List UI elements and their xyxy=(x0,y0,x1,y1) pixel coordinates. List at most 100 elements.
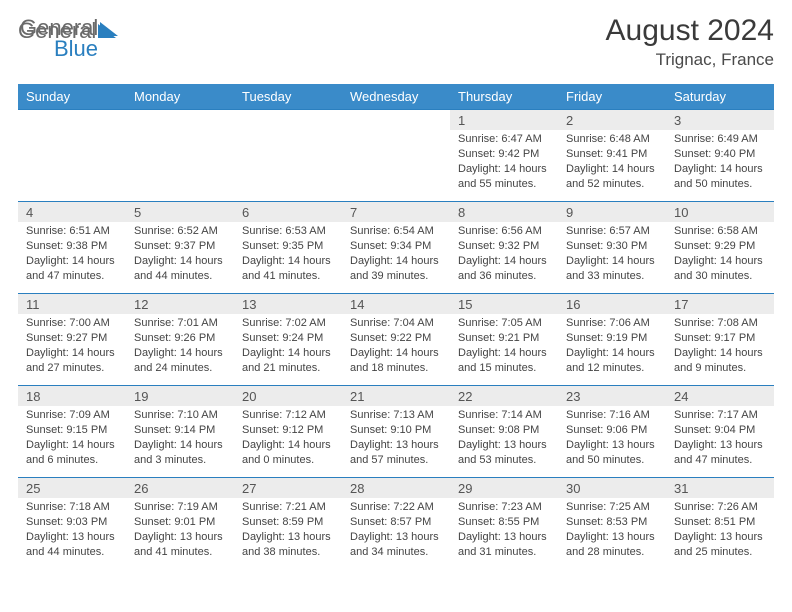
sunrise-line: Sunrise: 7:12 AM xyxy=(242,408,334,423)
calendar-row: 11Sunrise: 7:00 AMSunset: 9:27 PMDayligh… xyxy=(18,294,774,386)
day-details: Sunrise: 7:05 AMSunset: 9:21 PMDaylight:… xyxy=(450,314,558,379)
day-details: Sunrise: 7:21 AMSunset: 8:59 PMDaylight:… xyxy=(234,498,342,563)
day-number: 7 xyxy=(342,202,450,222)
day-number: 10 xyxy=(666,202,774,222)
calendar-cell xyxy=(18,110,126,202)
daylight-line: Daylight: 14 hours and 33 minutes. xyxy=(566,254,658,284)
day-number: 21 xyxy=(342,386,450,406)
sunset-line: Sunset: 8:51 PM xyxy=(674,515,766,530)
calendar-cell xyxy=(126,110,234,202)
calendar-cell: 29Sunrise: 7:23 AMSunset: 8:55 PMDayligh… xyxy=(450,478,558,570)
sunrise-line: Sunrise: 6:49 AM xyxy=(674,132,766,147)
weekday-header: Tuesday xyxy=(234,84,342,110)
day-details: Sunrise: 7:00 AMSunset: 9:27 PMDaylight:… xyxy=(18,314,126,379)
daylight-line: Daylight: 14 hours and 30 minutes. xyxy=(674,254,766,284)
day-number: 2 xyxy=(558,110,666,130)
sunrise-line: Sunrise: 6:54 AM xyxy=(350,224,442,239)
daylight-line: Daylight: 13 hours and 57 minutes. xyxy=(350,438,442,468)
day-number: 24 xyxy=(666,386,774,406)
day-number: 27 xyxy=(234,478,342,498)
weekday-header: Saturday xyxy=(666,84,774,110)
day-number: 17 xyxy=(666,294,774,314)
sunrise-line: Sunrise: 7:00 AM xyxy=(26,316,118,331)
sunrise-line: Sunrise: 6:53 AM xyxy=(242,224,334,239)
calendar-cell: 4Sunrise: 6:51 AMSunset: 9:38 PMDaylight… xyxy=(18,202,126,294)
weekday-header: Thursday xyxy=(450,84,558,110)
sunrise-line: Sunrise: 7:14 AM xyxy=(458,408,550,423)
sunset-line: Sunset: 9:04 PM xyxy=(674,423,766,438)
calendar-cell: 18Sunrise: 7:09 AMSunset: 9:15 PMDayligh… xyxy=(18,386,126,478)
calendar-cell xyxy=(234,110,342,202)
calendar-row: 25Sunrise: 7:18 AMSunset: 9:03 PMDayligh… xyxy=(18,478,774,570)
daylight-line: Daylight: 13 hours and 38 minutes. xyxy=(242,530,334,560)
calendar-cell: 28Sunrise: 7:22 AMSunset: 8:57 PMDayligh… xyxy=(342,478,450,570)
sunrise-line: Sunrise: 6:58 AM xyxy=(674,224,766,239)
calendar-table: SundayMondayTuesdayWednesdayThursdayFrid… xyxy=(18,84,774,570)
sunset-line: Sunset: 9:35 PM xyxy=(242,239,334,254)
calendar-row: 18Sunrise: 7:09 AMSunset: 9:15 PMDayligh… xyxy=(18,386,774,478)
calendar-cell xyxy=(342,110,450,202)
calendar-cell: 2Sunrise: 6:48 AMSunset: 9:41 PMDaylight… xyxy=(558,110,666,202)
day-details: Sunrise: 6:52 AMSunset: 9:37 PMDaylight:… xyxy=(126,222,234,287)
sunrise-line: Sunrise: 7:26 AM xyxy=(674,500,766,515)
sunrise-line: Sunrise: 7:09 AM xyxy=(26,408,118,423)
day-number: 25 xyxy=(18,478,126,498)
day-number: 5 xyxy=(126,202,234,222)
sunrise-line: Sunrise: 7:04 AM xyxy=(350,316,442,331)
sunrise-line: Sunrise: 7:19 AM xyxy=(134,500,226,515)
sunset-line: Sunset: 9:42 PM xyxy=(458,147,550,162)
daylight-line: Daylight: 14 hours and 3 minutes. xyxy=(134,438,226,468)
weekday-header: Friday xyxy=(558,84,666,110)
daylight-line: Daylight: 14 hours and 50 minutes. xyxy=(674,162,766,192)
sunset-line: Sunset: 9:21 PM xyxy=(458,331,550,346)
sunset-line: Sunset: 9:06 PM xyxy=(566,423,658,438)
calendar-cell: 11Sunrise: 7:00 AMSunset: 9:27 PMDayligh… xyxy=(18,294,126,386)
calendar-cell: 9Sunrise: 6:57 AMSunset: 9:30 PMDaylight… xyxy=(558,202,666,294)
day-number: 30 xyxy=(558,478,666,498)
day-details: Sunrise: 6:51 AMSunset: 9:38 PMDaylight:… xyxy=(18,222,126,287)
daylight-line: Daylight: 14 hours and 39 minutes. xyxy=(350,254,442,284)
day-details: Sunrise: 7:09 AMSunset: 9:15 PMDaylight:… xyxy=(18,406,126,471)
calendar-row: 1Sunrise: 6:47 AMSunset: 9:42 PMDaylight… xyxy=(18,110,774,202)
calendar-cell: 22Sunrise: 7:14 AMSunset: 9:08 PMDayligh… xyxy=(450,386,558,478)
brand-wordmark: General Blue xyxy=(20,18,119,60)
calendar-cell: 31Sunrise: 7:26 AMSunset: 8:51 PMDayligh… xyxy=(666,478,774,570)
daylight-line: Daylight: 14 hours and 6 minutes. xyxy=(26,438,118,468)
sunset-line: Sunset: 8:55 PM xyxy=(458,515,550,530)
daylight-line: Daylight: 14 hours and 27 minutes. xyxy=(26,346,118,376)
brand-triangle-icon-2 xyxy=(100,22,118,36)
sunset-line: Sunset: 9:34 PM xyxy=(350,239,442,254)
day-number: 31 xyxy=(666,478,774,498)
day-number: 15 xyxy=(450,294,558,314)
calendar-cell: 17Sunrise: 7:08 AMSunset: 9:17 PMDayligh… xyxy=(666,294,774,386)
daylight-line: Daylight: 14 hours and 18 minutes. xyxy=(350,346,442,376)
day-details: Sunrise: 6:48 AMSunset: 9:41 PMDaylight:… xyxy=(558,130,666,195)
calendar-cell: 30Sunrise: 7:25 AMSunset: 8:53 PMDayligh… xyxy=(558,478,666,570)
day-number: 9 xyxy=(558,202,666,222)
sunset-line: Sunset: 8:59 PM xyxy=(242,515,334,530)
day-number: 18 xyxy=(18,386,126,406)
day-number: 29 xyxy=(450,478,558,498)
day-details: Sunrise: 7:12 AMSunset: 9:12 PMDaylight:… xyxy=(234,406,342,471)
day-details: Sunrise: 7:25 AMSunset: 8:53 PMDaylight:… xyxy=(558,498,666,563)
day-details: Sunrise: 7:13 AMSunset: 9:10 PMDaylight:… xyxy=(342,406,450,471)
daylight-line: Daylight: 14 hours and 21 minutes. xyxy=(242,346,334,376)
calendar-cell: 25Sunrise: 7:18 AMSunset: 9:03 PMDayligh… xyxy=(18,478,126,570)
day-number: 23 xyxy=(558,386,666,406)
sunrise-line: Sunrise: 7:23 AM xyxy=(458,500,550,515)
calendar-row: 4Sunrise: 6:51 AMSunset: 9:38 PMDaylight… xyxy=(18,202,774,294)
daylight-line: Daylight: 14 hours and 41 minutes. xyxy=(242,254,334,284)
day-details: Sunrise: 7:17 AMSunset: 9:04 PMDaylight:… xyxy=(666,406,774,471)
day-details: Sunrise: 7:26 AMSunset: 8:51 PMDaylight:… xyxy=(666,498,774,563)
daylight-line: Daylight: 13 hours and 47 minutes. xyxy=(674,438,766,468)
daylight-line: Daylight: 13 hours and 50 minutes. xyxy=(566,438,658,468)
day-details: Sunrise: 6:54 AMSunset: 9:34 PMDaylight:… xyxy=(342,222,450,287)
day-details: Sunrise: 7:10 AMSunset: 9:14 PMDaylight:… xyxy=(126,406,234,471)
sunrise-line: Sunrise: 7:18 AM xyxy=(26,500,118,515)
sunset-line: Sunset: 9:15 PM xyxy=(26,423,118,438)
day-details: Sunrise: 7:18 AMSunset: 9:03 PMDaylight:… xyxy=(18,498,126,563)
day-number: 6 xyxy=(234,202,342,222)
day-details: Sunrise: 7:16 AMSunset: 9:06 PMDaylight:… xyxy=(558,406,666,471)
calendar-cell: 1Sunrise: 6:47 AMSunset: 9:42 PMDaylight… xyxy=(450,110,558,202)
day-details: Sunrise: 7:01 AMSunset: 9:26 PMDaylight:… xyxy=(126,314,234,379)
